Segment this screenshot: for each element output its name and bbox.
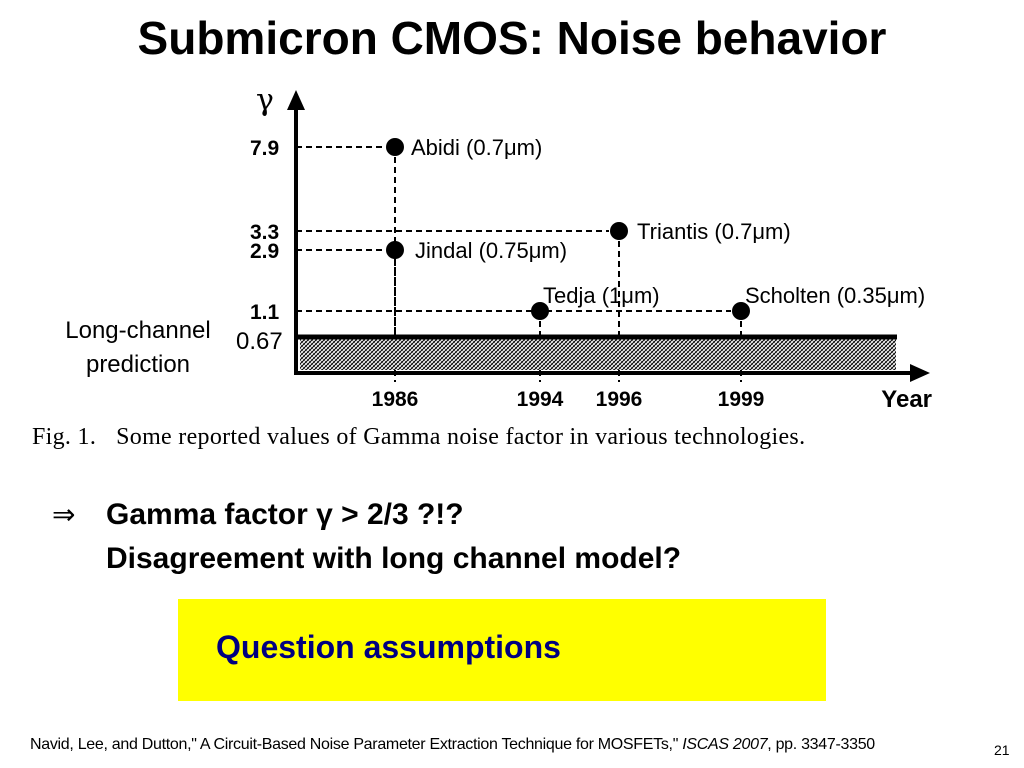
reference-pages: , pp. 3347-3350 xyxy=(767,736,875,753)
point-abidi xyxy=(386,138,404,156)
point-jindal xyxy=(386,241,404,259)
point-label-jindal: Jindal (0.75μm) xyxy=(415,238,567,263)
y-tick-label-3-3: 3.3 xyxy=(250,221,279,244)
slide-title: Submicron CMOS: Noise behavior xyxy=(137,12,887,64)
reference-venue: ISCAS 2007 xyxy=(682,736,768,753)
implies-arrow-icon: ⇒ xyxy=(52,498,76,531)
x-tick-label-1986: 1986 xyxy=(372,388,419,411)
x-tick-label-1999: 1999 xyxy=(718,388,765,411)
y-tick-label-0-67: 0.67 xyxy=(236,328,283,355)
figure-caption: Fig. 1. Some reported values of Gamma noi… xyxy=(32,424,992,451)
point-triantis xyxy=(610,222,628,240)
bullet-line-gamma: Gamma factor γ > 2/3 ?!? xyxy=(106,498,464,531)
point-label-triantis: Triantis (0.7μm) xyxy=(637,219,791,244)
x-axis-title: Year xyxy=(881,386,932,413)
highlight-text: Question assumptions xyxy=(216,629,561,665)
reference-authors: Navid, Lee, and Dutton," A Circuit-Based… xyxy=(30,736,683,753)
long-channel-band xyxy=(300,338,896,370)
y-tick-label-1-1: 1.1 xyxy=(250,301,280,324)
reference-citation: Navid, Lee, and Dutton," A Circuit-Based… xyxy=(30,736,875,754)
point-scholten xyxy=(732,302,750,320)
x-tick-label-1994: 1994 xyxy=(517,388,564,411)
long-channel-label-line2: prediction xyxy=(86,351,190,378)
highlight-box: Question assumptions xyxy=(178,599,826,701)
point-label-abidi: Abidi (0.7μm) xyxy=(411,135,542,160)
point-label-scholten: Scholten (0.35μm) xyxy=(745,283,925,308)
point-label-tedja: Tedja (1μm) xyxy=(543,283,660,308)
y-tick-label-2-9: 2.9 xyxy=(250,240,279,263)
page-number: 21 xyxy=(994,742,1010,758)
point-tedja xyxy=(531,302,549,320)
y-axis-title: γ xyxy=(256,83,274,118)
x-tick-label-1996: 1996 xyxy=(596,388,643,411)
y-axis-arrow xyxy=(287,90,305,110)
long-channel-label-line1: Long-channel xyxy=(65,317,210,344)
figure-caption-number: Fig. 1. xyxy=(32,424,97,450)
x-axis-arrow xyxy=(910,364,930,382)
gamma-chart: 7.9 3.32.9 1.1 0.67 1986 1994 1996 1999 Abidi (0… xyxy=(65,83,932,413)
bullet-line-disagreement: Disagreement with long channel model? xyxy=(106,542,682,575)
y-tick-label-7-9: 7.9 xyxy=(250,137,279,160)
figure-caption-text: Some reported values of Gamma noise fact… xyxy=(116,424,806,450)
